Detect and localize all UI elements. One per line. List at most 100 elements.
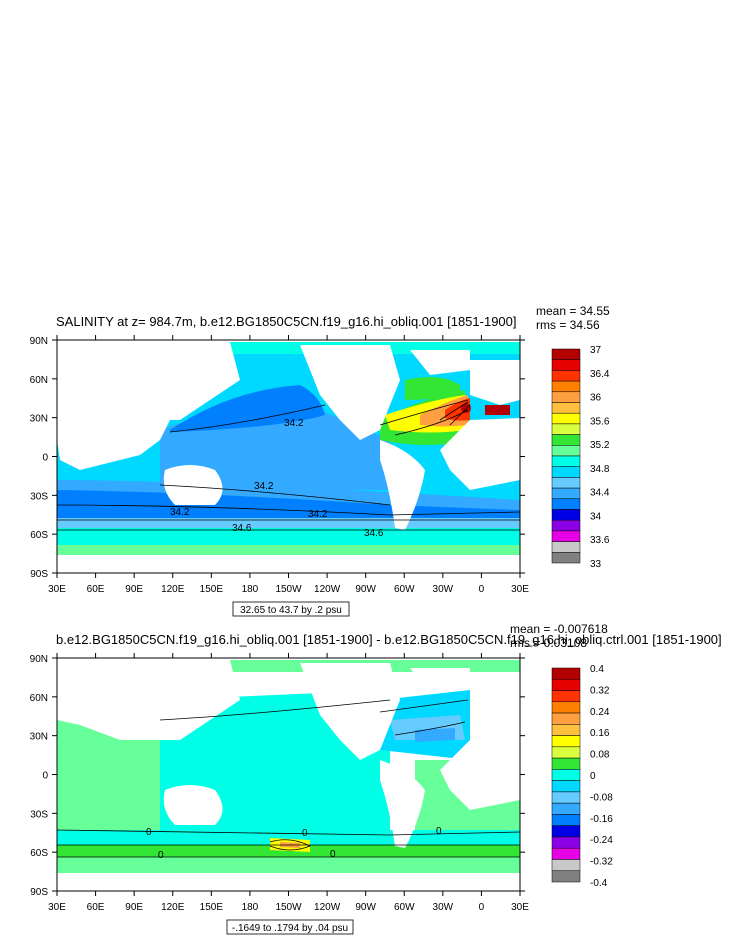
lon-tick-label: 120W <box>314 584 341 595</box>
panel-1-contour-label: 34.2 <box>170 507 190 518</box>
colorbar-swatch <box>551 712 581 725</box>
lat-tick-label: 30S <box>30 491 48 502</box>
panel-2-title: b.e12.BG1850C5CN.f19_g16.hi_obliq.001 [1… <box>56 632 722 647</box>
lon-tick-label: 150E <box>200 584 224 595</box>
panel-2-colorbar: 0.4 0.32 0.24 0.16 0.08 0 -0.08 -0.16 -0.24 -0.32… <box>551 664 613 889</box>
colorbar-label: 0 <box>590 771 596 782</box>
lon-tick-label: 90E <box>125 902 143 913</box>
panel-1: SALINITY at z= 984.7m, b.e12.BG1850C5CN.… <box>30 304 610 617</box>
panel-2-contour-label: 0 <box>146 827 152 838</box>
colorbar-swatch <box>551 791 581 804</box>
lat-tick-label: 0 <box>42 453 48 464</box>
colorbar-label: -0.32 <box>590 857 613 868</box>
lon-tick-label: 90W <box>355 902 376 913</box>
colorbar-swatch <box>551 477 581 489</box>
panel-1-map: 34.2 34.2 34.2 34.2 34.6 34.6 <box>56 339 521 574</box>
colorbar-swatch <box>551 434 581 446</box>
colorbar-swatch <box>551 780 581 793</box>
lon-tick-label: 60E <box>87 584 105 595</box>
panel-1-colorbar: 37 36.4 36 35.6 35.2 34.8 34.4 34 33.6 33 <box>551 345 610 570</box>
colorbar-swatch <box>551 530 581 542</box>
colorbar-swatch <box>551 847 581 860</box>
colorbar-label: 0.16 <box>590 728 610 739</box>
panel-2-contour-label: 0 <box>330 849 336 860</box>
colorbar-swatch <box>551 487 581 500</box>
colorbar-swatch <box>551 498 581 510</box>
colorbar-label: 0.4 <box>590 664 604 675</box>
colorbar-swatch <box>551 667 581 680</box>
colorbar-swatch <box>551 859 581 871</box>
colorbar-label: 34 <box>590 511 602 522</box>
lon-tick-label: 90E <box>125 584 143 595</box>
colorbar-label: -0.24 <box>590 835 613 846</box>
lon-tick-label: 150W <box>275 902 302 913</box>
panel-1-rms: rms = 34.56 <box>536 318 600 332</box>
panel-1-contour-label: 34.2 <box>284 418 304 429</box>
colorbar-swatch <box>551 423 581 435</box>
lat-tick-label: 90N <box>30 654 48 665</box>
colorbar-swatch <box>551 348 581 360</box>
lon-tick-label: 30W <box>433 584 454 595</box>
colorbar-label: 37 <box>590 345 602 356</box>
colorbar-label: 36.4 <box>590 369 610 380</box>
colorbar-label: 36 <box>590 393 602 404</box>
panel-2: b.e12.BG1850C5CN.f19_g16.hi_obliq.001 [1… <box>30 622 722 935</box>
colorbar-swatch <box>551 552 581 564</box>
colorbar-swatch <box>551 359 581 371</box>
lat-tick-label: 30S <box>30 809 48 820</box>
lon-tick-label: 30E <box>511 902 529 913</box>
panel-2-contour-label: 0 <box>158 850 164 861</box>
panel-2-lat-axis: 90N 60N 30N 0 30S 60S 90S <box>30 654 525 898</box>
lat-tick-label: 30N <box>30 732 48 743</box>
lon-tick-label: 0 <box>479 902 485 913</box>
lon-tick-label: 30W <box>433 902 454 913</box>
colorbar-swatch <box>551 735 581 748</box>
colorbar-swatch <box>551 445 581 457</box>
colorbar-swatch <box>551 412 581 425</box>
colorbar-swatch <box>551 509 581 521</box>
lon-tick-label: 60W <box>394 902 415 913</box>
lat-tick-label: 0 <box>42 771 48 782</box>
lon-tick-label: 60W <box>394 584 415 595</box>
panel-1-mean: mean = 34.55 <box>536 304 610 318</box>
colorbar-label: 34.8 <box>590 464 610 475</box>
colorbar-swatch <box>551 757 581 770</box>
colorbar-label: 35.2 <box>590 440 610 451</box>
colorbar-swatch <box>551 519 581 532</box>
lon-tick-label: 60E <box>87 902 105 913</box>
lon-tick-label: 30E <box>48 584 66 595</box>
panel-2-lon-axis: 30E 60E 90E 120E 150E 180 150W 120W 90W 60W 30W 0 30… <box>48 653 529 913</box>
lat-tick-label: 90N <box>30 336 48 347</box>
colorbar-swatch <box>551 701 581 714</box>
panel-1-lon-axis: 30E 60E 90E 120E 150E 180 150W 120W 90W 60W 30W 0 30… <box>48 335 529 595</box>
colorbar-label: 34.4 <box>590 488 610 499</box>
lat-tick-label: 60N <box>30 693 48 704</box>
lon-tick-label: 120E <box>161 584 185 595</box>
colorbar-swatch <box>551 391 581 403</box>
colorbar-swatch <box>551 825 581 838</box>
colorbar-swatch <box>551 746 581 759</box>
lon-tick-label: 0 <box>479 584 485 595</box>
colorbar-swatch <box>551 402 581 414</box>
panel-2-range-label: -.1649 to .1794 by .04 psu <box>232 923 348 934</box>
colorbar-swatch <box>551 769 581 781</box>
lon-tick-label: 30E <box>511 584 529 595</box>
colorbar-swatch <box>551 370 581 382</box>
colorbar-swatch <box>551 466 581 478</box>
panel-2-mean: mean = -0.007618 <box>510 622 608 636</box>
colorbar-swatch <box>551 802 581 815</box>
panel-2-contour-label: 0 <box>302 828 308 839</box>
colorbar-swatch <box>551 690 581 703</box>
lon-tick-label: 180 <box>242 902 259 913</box>
lat-tick-label: 60N <box>30 375 48 386</box>
panel-1-lat-axis: 90N 60N 30N 0 30S 60S 90S <box>30 336 525 580</box>
lat-tick-label: 90S <box>30 569 48 580</box>
colorbar-label: -0.4 <box>590 878 608 889</box>
lon-tick-label: 30E <box>48 902 66 913</box>
lat-tick-label: 60S <box>30 848 48 859</box>
panel-1-range-label: 32.65 to 43.7 by .2 psu <box>240 605 342 616</box>
colorbar-swatch <box>551 870 581 883</box>
panel-1-contour-label: 34.2 <box>308 509 328 520</box>
lon-tick-label: 120E <box>161 902 185 913</box>
colorbar-swatch <box>551 380 581 393</box>
